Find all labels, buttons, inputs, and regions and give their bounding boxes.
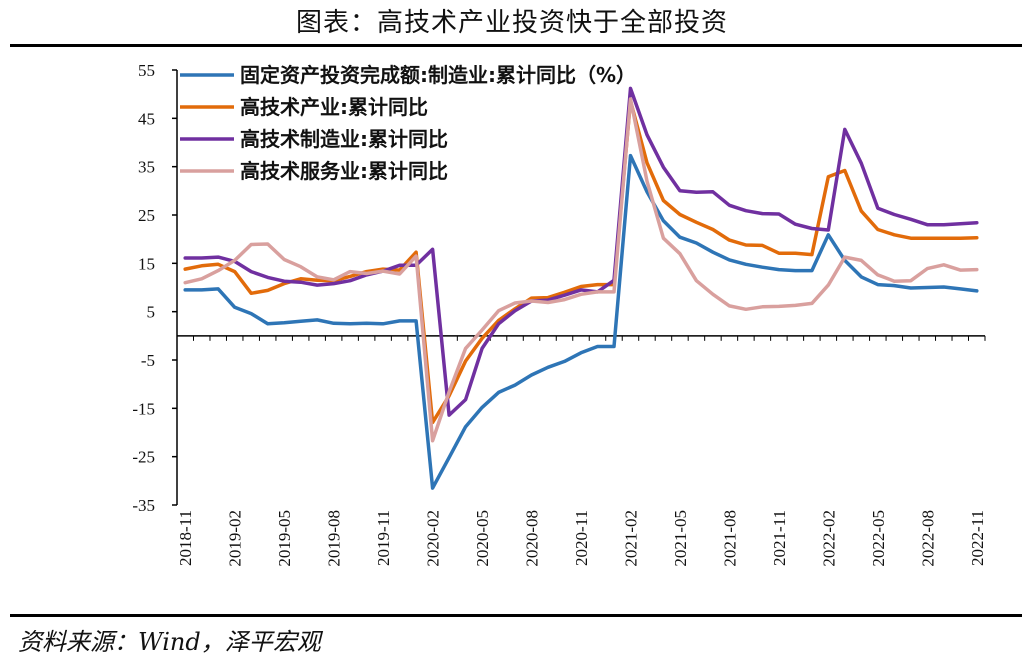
x-tick-label: 2020-02 xyxy=(424,510,443,567)
x-tick-label: 2021-02 xyxy=(621,510,640,567)
y-axis: -35 -25 -15 -5 5 15 25 35 45 55 xyxy=(132,61,178,515)
x-tick-label: 2019-08 xyxy=(325,510,344,567)
x-tick-label: 2022-08 xyxy=(918,510,937,567)
chart-title: 图表：高技术产业投资快于全部投资 xyxy=(295,8,728,38)
series-lines xyxy=(183,86,979,490)
x-tick-label: 2019-05 xyxy=(275,510,294,567)
series-line-2 xyxy=(183,99,979,425)
series-line-3 xyxy=(183,86,979,417)
source-note: 资料来源：Wind，泽平宏观 xyxy=(18,628,321,656)
y-tick-label: 55 xyxy=(138,61,155,80)
x-tick-label: 2019-11 xyxy=(374,510,393,566)
y-tick-label: -5 xyxy=(141,351,155,370)
y-tick-label: 15 xyxy=(138,254,155,273)
y-tick-label: 45 xyxy=(138,109,155,128)
series-line-4 xyxy=(183,97,979,443)
x-tick-label: 2020-05 xyxy=(473,510,492,567)
y-tick-label: 35 xyxy=(138,158,155,177)
x-tick-label: 2020-11 xyxy=(572,510,591,566)
legend-label-4: 高技术服务业:累计同比 xyxy=(240,159,448,183)
x-axis: 2018-11 2019-02 2019-05 2019-08 2019-11 2020-… xyxy=(176,335,987,567)
legend-label-2: 高技术产业:累计同比 xyxy=(240,95,428,119)
x-tick-label: 2021-11 xyxy=(770,510,789,566)
legend-label-1: 固定资产投资完成额:制造业:累计同比（%） xyxy=(240,63,636,87)
y-tick-label: 25 xyxy=(138,206,155,225)
top-rule xyxy=(10,44,1022,47)
y-tick-label: -25 xyxy=(132,448,155,467)
legend: 固定资产投资完成额:制造业:累计同比（%） 高技术产业:累计同比高技术制造业:累计… xyxy=(180,63,636,183)
x-tick-label: 2018-11 xyxy=(176,510,195,566)
x-tick-label: 2021-05 xyxy=(671,510,690,567)
y-tick-label: 5 xyxy=(147,303,156,322)
x-tick-label: 2019-02 xyxy=(226,510,245,567)
legend-label-3: 高技术制造业:累计同比 xyxy=(240,127,448,151)
x-tick-label: 2022-02 xyxy=(819,510,838,567)
x-tick-label: 2021-08 xyxy=(720,510,739,567)
x-tick-label: 2020-08 xyxy=(523,510,542,567)
y-tick-label: -35 xyxy=(132,496,155,515)
x-tick-label: 2022-11 xyxy=(968,510,987,566)
bottom-rule xyxy=(10,614,1022,617)
y-tick-label: -15 xyxy=(132,399,155,418)
x-tick-label: 2022-05 xyxy=(869,510,888,567)
